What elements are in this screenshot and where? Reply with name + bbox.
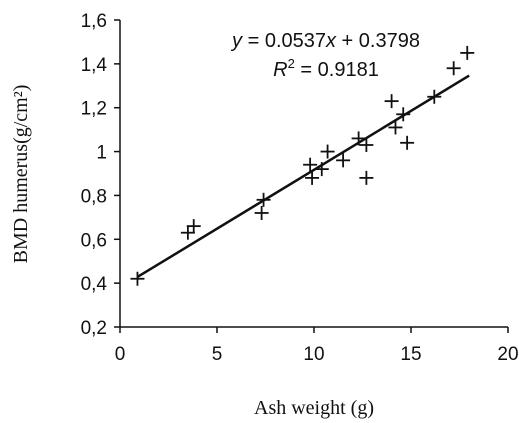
data-point xyxy=(351,131,366,146)
x-tick-label: 5 xyxy=(212,344,223,365)
y-tick-label: 1,4 xyxy=(81,55,108,76)
x-tick-label: 0 xyxy=(115,344,126,365)
y-tick-label: 0,8 xyxy=(81,186,107,207)
data-point xyxy=(396,107,411,122)
data-point xyxy=(186,219,201,234)
x-axis-title: Ash weight (g) xyxy=(254,397,374,419)
data-point xyxy=(320,144,335,159)
y-axis-title: BMD humerus(g/cm²) xyxy=(10,85,32,264)
ticks: 0,2 0,4 0,6 0,8 1 1,2 1,4 1,6 0 5 10 15 20 xyxy=(81,11,519,365)
data-point xyxy=(303,157,318,172)
y-tick-label: 1 xyxy=(96,143,107,164)
data-point xyxy=(384,94,399,109)
data-point xyxy=(427,89,442,104)
data-point xyxy=(256,192,271,207)
y-tick-label: 1,6 xyxy=(81,11,107,32)
data-point xyxy=(359,170,374,185)
data-point xyxy=(180,225,195,240)
data-point xyxy=(336,153,351,168)
trendline-group xyxy=(136,74,470,279)
data-point xyxy=(130,271,145,286)
x-tick-label: 15 xyxy=(400,344,421,365)
data-point xyxy=(388,120,403,135)
trendline xyxy=(136,74,470,279)
data-point xyxy=(359,137,374,152)
trendline-equation: y = 0.0537x + 0.3798 xyxy=(230,30,420,52)
y-tick-label: 1,2 xyxy=(81,99,107,120)
data-point xyxy=(460,45,475,60)
data-point xyxy=(314,162,329,177)
data-point xyxy=(254,205,269,220)
x-tick-label: 10 xyxy=(303,344,324,365)
y-tick-label: 0,6 xyxy=(81,230,107,251)
data-points xyxy=(130,45,475,286)
y-tick-label: 0,4 xyxy=(81,274,108,295)
y-tick-label: 0,2 xyxy=(81,318,107,339)
data-point xyxy=(305,170,320,185)
r-squared-label: R2 = 0.9181 xyxy=(273,56,379,81)
x-tick-label: 20 xyxy=(497,344,518,365)
data-point xyxy=(446,61,461,76)
data-point xyxy=(400,135,415,150)
